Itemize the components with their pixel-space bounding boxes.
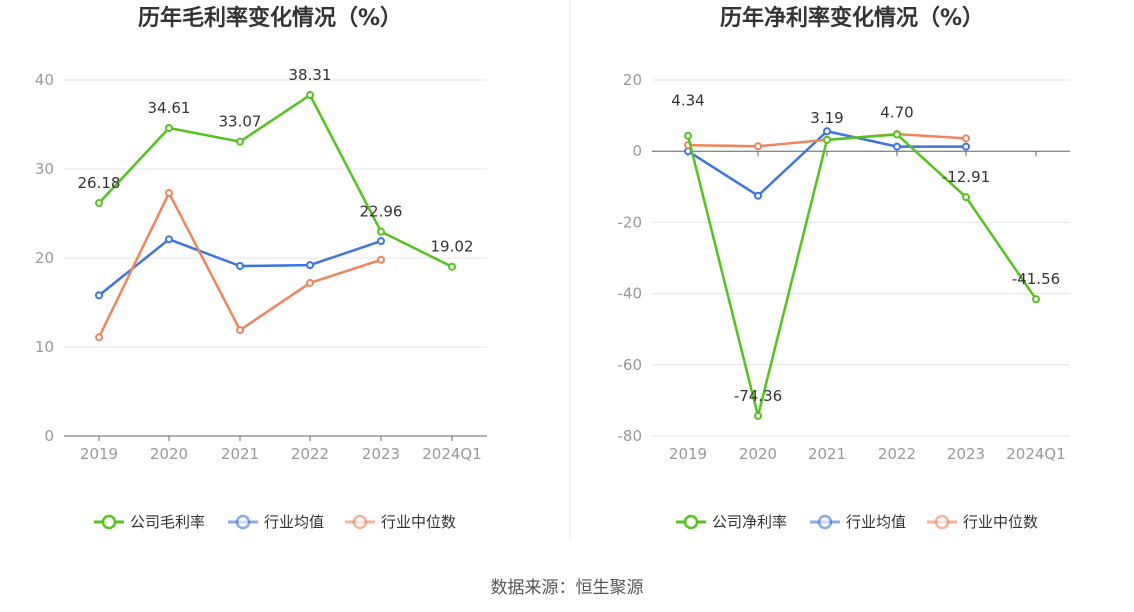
legend-item: 行业中位数: [345, 513, 456, 531]
data-point: [95, 291, 103, 300]
data-point: [684, 131, 692, 140]
data-point: [95, 198, 103, 207]
x-tick-label: 2022: [291, 445, 329, 463]
data-point: [893, 142, 901, 151]
legend-marker: [101, 514, 117, 530]
data-point: [95, 333, 103, 342]
y-tick-label: -20: [618, 213, 643, 231]
data-label: -41.56: [1012, 270, 1060, 288]
data-label: 22.96: [360, 203, 403, 221]
data-point: [306, 278, 314, 287]
data-point: [236, 137, 244, 146]
source-note: 数据来源：恒生聚源: [491, 578, 644, 598]
legend-label: 公司净利率: [712, 513, 787, 531]
data-label: 4.34: [671, 92, 704, 110]
legend-item: 公司净利率: [676, 513, 787, 531]
legend-marker: [934, 514, 950, 530]
data-point: [962, 193, 970, 202]
x-tick-label: 2023: [362, 445, 400, 463]
data-point: [306, 261, 314, 270]
data-point: [165, 235, 173, 244]
data-point: [754, 142, 762, 151]
series-line: [98, 93, 453, 268]
y-tick-label: 20: [623, 71, 642, 89]
y-tick-label: 30: [35, 160, 54, 178]
data-point: [236, 262, 244, 271]
data-point: [377, 255, 385, 264]
data-point: [754, 191, 762, 200]
chart-title: 历年毛利率变化情况（%）: [138, 5, 402, 31]
data-label: 3.19: [810, 109, 843, 127]
x-tick-label: 2024Q1: [422, 445, 482, 463]
data-point: [165, 189, 173, 198]
y-tick-label: 0: [632, 142, 642, 160]
y-tick-label: -60: [618, 356, 643, 374]
legend-item: 行业均值: [810, 513, 906, 531]
data-point: [306, 91, 314, 100]
legend-marker: [235, 514, 251, 530]
legend-marker: [352, 514, 368, 530]
chart-panel-1: 历年毛利率变化情况（%） 0 10 20 30 40 2019 2020 2021 2022 202…: [35, 5, 487, 531]
legend-item: 行业均值: [228, 513, 324, 531]
data-point: [962, 142, 970, 151]
data-label: 38.31: [289, 66, 332, 84]
data-label: 4.70: [880, 103, 913, 121]
data-label: 19.02: [431, 238, 474, 256]
data-point: [893, 130, 901, 139]
data-point: [754, 411, 762, 420]
legend-item: 公司毛利率: [94, 513, 205, 531]
x-tick-label: 2020: [739, 445, 777, 463]
legend-label: 行业中位数: [381, 513, 456, 531]
chart-panel-2: 历年净利率变化情况（%） -80 -60 -40 -20 0 20 2019 2020 2021 2…: [618, 5, 1070, 531]
legend-label: 公司毛利率: [130, 513, 205, 531]
x-tick-label: 2021: [221, 445, 259, 463]
legend-label: 行业中位数: [963, 513, 1038, 531]
data-point: [448, 262, 456, 271]
data-point: [962, 134, 970, 143]
data-point: [165, 123, 173, 132]
data-point: [823, 135, 831, 144]
x-tick-label: 2020: [150, 445, 188, 463]
legend-item: 行业中位数: [927, 513, 1038, 531]
y-tick-label: 40: [35, 71, 54, 89]
y-tick-label: -40: [618, 285, 643, 303]
data-label: 26.18: [78, 174, 121, 192]
x-tick-label: 2023: [947, 445, 985, 463]
x-tick-label: 2019: [669, 445, 707, 463]
chart-title: 历年净利率变化情况（%）: [720, 5, 984, 31]
data-label: 33.07: [219, 113, 262, 131]
x-tick-label: 2021: [808, 445, 846, 463]
legend-label: 行业均值: [846, 513, 906, 531]
y-tick-label: -80: [618, 427, 643, 445]
y-tick-label: 20: [35, 249, 54, 267]
x-tick-label: 2022: [878, 445, 916, 463]
data-label: 34.61: [148, 99, 191, 117]
data-point: [1032, 295, 1040, 304]
x-tick-label: 2019: [80, 445, 118, 463]
series-line: [686, 133, 1038, 418]
data-label: -12.91: [942, 168, 990, 186]
x-tick-label: 2024Q1: [1006, 445, 1066, 463]
y-tick-label: 10: [35, 338, 54, 356]
data-point: [823, 127, 831, 136]
legend-label: 行业均值: [264, 513, 324, 531]
legend-marker: [817, 514, 833, 530]
legend-marker: [683, 514, 699, 530]
data-label: -74.36: [734, 387, 782, 405]
data-point: [236, 326, 244, 335]
data-point: [377, 227, 385, 236]
data-point: [377, 237, 385, 246]
y-tick-label: 0: [44, 427, 54, 445]
